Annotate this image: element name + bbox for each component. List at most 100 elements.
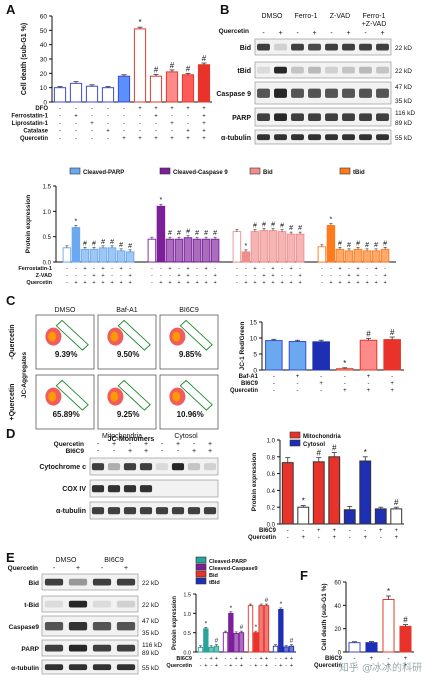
- panel-b2-row-label: Quercetin: [26, 280, 52, 286]
- panel-b2-sig-mark: #: [365, 242, 369, 249]
- panel-b2-sign: -: [214, 266, 216, 272]
- panel-b2-sign: -: [245, 273, 247, 279]
- panel-a-sign: -: [107, 121, 109, 127]
- panel-e-chart-bar: [288, 645, 295, 653]
- panel-e-blot-band: [116, 622, 136, 631]
- panel-b2-sig-mark: #: [110, 239, 114, 246]
- panel-c-chart-sig-mark: *: [343, 359, 346, 368]
- panel-b2-bar: [192, 238, 202, 263]
- panel-d-blot-band: [107, 463, 121, 471]
- panel-b2-sign: -: [120, 273, 122, 279]
- panel-b2-sign: -: [348, 266, 350, 272]
- panel-a-ylabel: Cell death (sub-G1 %): [21, 23, 28, 95]
- panel-d-quercetin-sign: +: [112, 441, 116, 448]
- panel-a-ytick-label: 20: [40, 71, 48, 78]
- panel-b2-sig-mark: #: [356, 240, 360, 247]
- panel-b-blot-band: [376, 88, 389, 98]
- panel-a-sign: -: [59, 106, 61, 112]
- panel-e-group-label: BI6C9: [104, 557, 124, 564]
- panel-d-row-label: COX IV: [62, 486, 86, 493]
- panel-b2-bar: [210, 238, 220, 263]
- panel-f-chart-sign: +: [387, 663, 391, 669]
- panel-e-blot-band: [116, 664, 136, 671]
- panel-b-kd2: 89 kD: [395, 120, 412, 127]
- panel-b2-sig-mark: #: [204, 230, 208, 237]
- panel-e-chart-legend-label: Cleaved-Caspase9: [209, 566, 258, 572]
- panel-a-sign: +: [90, 121, 94, 127]
- panel-e-chart-sig-mark: *: [255, 624, 258, 631]
- panel-e-chart-sign: +: [210, 656, 213, 662]
- panel-e-blot-membrane: [41, 573, 139, 591]
- panel-a-sign: +: [170, 106, 174, 112]
- panel-e-chart-bar: [278, 609, 284, 653]
- panel-c-percent: 9.50%: [117, 350, 140, 359]
- panel-b2-sig-mark: *: [160, 197, 163, 204]
- panel-e-blot-membrane: [41, 639, 139, 657]
- panel-label-b: B: [220, 2, 230, 17]
- panel-e-quercetin-sign: +: [76, 565, 80, 572]
- panel-d-chart-sign: +: [317, 528, 321, 534]
- panel-e-chart-sign: +: [215, 663, 218, 669]
- panel-b2-sign: -: [281, 273, 283, 279]
- panel-b2-bar: [201, 238, 211, 263]
- panel-d-bi6c9-sign: +: [192, 448, 196, 455]
- panel-b2-sign: +: [168, 266, 171, 272]
- panel-c-chart-bar: [288, 341, 307, 371]
- panel-b2-sign: +: [365, 280, 368, 286]
- panel-label-a: A: [6, 2, 16, 17]
- panel-b2-sig-mark: #: [92, 240, 96, 247]
- panel-a-sign: -: [107, 114, 109, 120]
- panel-c-chart-sign: -: [273, 388, 275, 394]
- panel-b2-sign: -: [236, 266, 238, 272]
- panel-a-sign: -: [171, 129, 173, 135]
- panel-d-blot-band: [91, 507, 105, 515]
- panel-c-gate: [55, 379, 89, 411]
- panel-b2-sign: +: [262, 280, 265, 286]
- panel-d-chart-bar: [374, 508, 387, 525]
- panel-b2-legend-swatch: [339, 167, 351, 175]
- panel-b2-sig-mark: #: [83, 240, 87, 247]
- panel-a-sig-mark: #: [186, 64, 191, 73]
- panel-e-blot-band: [68, 600, 88, 608]
- panel-d-chart-sig-mark: #: [394, 498, 399, 507]
- panel-label-c: C: [6, 293, 16, 308]
- panel-c-row-label: -Quercetin: [9, 324, 16, 359]
- panel-b2-sign: +: [253, 280, 256, 286]
- panel-a-ytick-label: 50: [40, 28, 48, 35]
- panel-a-sign: -: [155, 129, 157, 135]
- panel-b-blot-band: [257, 134, 270, 141]
- panel-b2-sign: -: [366, 273, 368, 279]
- panel-a-bar: [117, 75, 131, 103]
- panel-b2-bar: [71, 227, 81, 263]
- panel-b2-sign: +: [244, 280, 247, 286]
- panel-e-chart-bar: [233, 632, 239, 653]
- panel-e-chart-sign: -: [200, 656, 202, 662]
- panel-d-chart-sig-mark: #: [332, 444, 337, 453]
- panel-b2-sign: -: [366, 266, 368, 272]
- panel-d-chart-row-label: Quercetin: [248, 535, 276, 541]
- panel-e-blot-band: [92, 622, 112, 631]
- panel-e-blot-band: [92, 644, 112, 652]
- panel-a-sign: -: [59, 129, 61, 135]
- panel-e-chart-ylabel: Protein expression: [172, 596, 178, 650]
- panel-e-chart-sign: -: [200, 663, 202, 669]
- panel-b2-sign: -: [299, 266, 301, 272]
- panel-b-quercetin-sign: -: [296, 30, 299, 37]
- panel-e-chart-bar: [203, 628, 209, 653]
- panel-b2-sign: -: [75, 266, 77, 272]
- panel-a-sig-mark: *: [138, 18, 141, 27]
- panel-e-chart-bar: [208, 646, 214, 653]
- panel-d-bi6c9-sign: -: [97, 448, 100, 455]
- panel-b2-bar: [286, 233, 296, 263]
- panel-d-chart-ytick-label: 0.8: [267, 455, 276, 461]
- panel-b2-bar: [107, 247, 117, 263]
- panel-b2-sign: +: [214, 273, 217, 279]
- panel-a-row-label: Catalase: [23, 129, 48, 135]
- panel-b-quercetin-sign: -: [262, 30, 265, 37]
- panel-e-chart-sign: +: [235, 656, 238, 662]
- panel-d-chart-legend-label: Mitochondria: [303, 434, 341, 440]
- panel-d-chart-sign: +: [379, 528, 383, 534]
- panel-d-chart-bar: [312, 461, 325, 525]
- panel-e-chart-sign: +: [240, 656, 243, 662]
- panel-c-flow-plot: [35, 374, 95, 430]
